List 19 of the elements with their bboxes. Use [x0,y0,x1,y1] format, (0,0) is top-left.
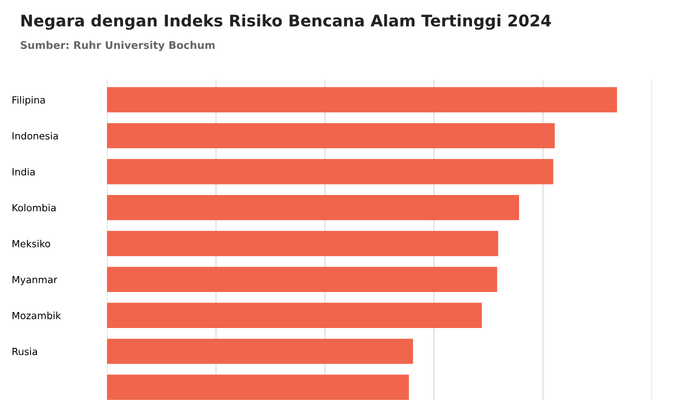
bar [107,194,520,220]
bar [107,266,498,292]
bar [107,338,413,364]
y-tick-label: Kolombia [12,204,56,212]
chart-subtitle: Sumber: Ruhr University Bochum [20,40,215,52]
y-tick-label: Indonesia [12,132,58,140]
y-tick-label: Filipina [12,96,45,106]
y-tick-label: Myanmar [12,276,58,286]
y-tick-label: India [12,168,35,176]
bar [107,123,555,148]
y-tick-label: Mozambik [12,312,62,320]
bar [107,374,409,400]
bar [107,87,617,112]
bar [107,230,498,256]
bar [107,302,482,328]
chart-title: Negara dengan Indeks Risiko Bencana Alam Tertinggi 2024 [21,14,551,30]
bar [107,159,554,184]
y-tick-label: Rusia [12,348,37,356]
y-tick-label: Meksiko [12,240,50,248]
